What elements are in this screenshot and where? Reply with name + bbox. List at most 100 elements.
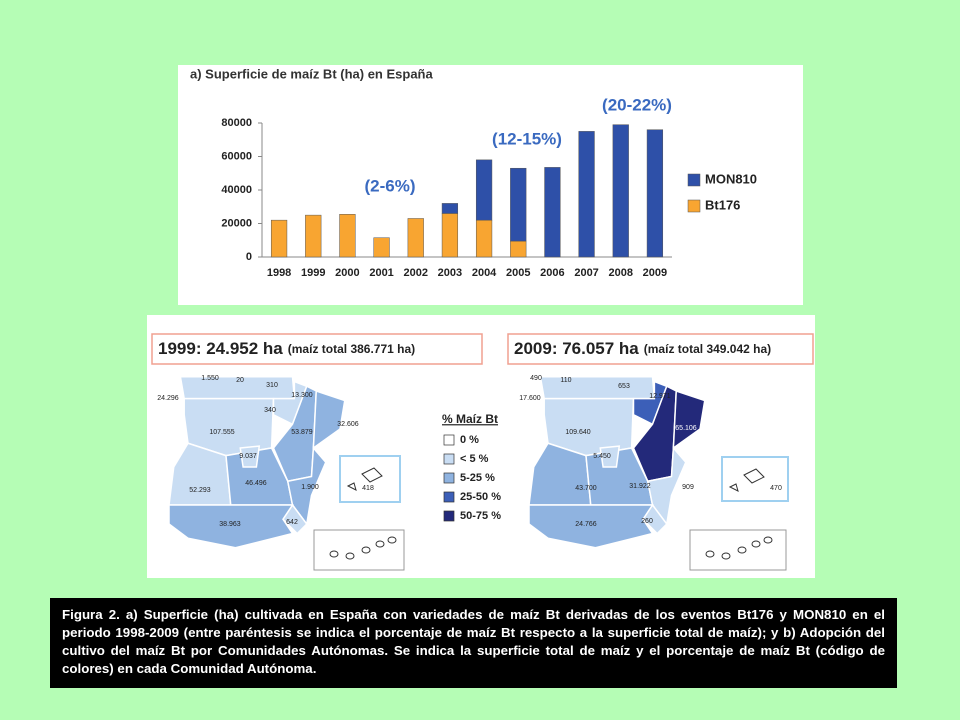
map-region	[672, 389, 706, 450]
region-label: 490	[530, 375, 542, 382]
bar	[305, 214, 322, 258]
map-title: 2009: 76.057 ha (maíz total 349.042 ha)	[514, 339, 771, 358]
y-tick-label: 80000	[221, 117, 252, 129]
island	[361, 546, 371, 554]
maps: 1999: 24.952 ha (maíz total 386.771 ha) 20…	[149, 339, 789, 571]
region-label: 52.293	[189, 487, 211, 494]
map-title-sub: (maíz total 386.771 ha)	[288, 342, 415, 356]
island	[387, 536, 397, 544]
bar	[373, 237, 390, 258]
region-label: 418	[362, 485, 374, 492]
map-region	[528, 504, 654, 549]
region-label: 109.640	[565, 429, 590, 436]
map-legend-swatch	[443, 491, 455, 503]
y-tick-label: 40000	[221, 184, 252, 196]
chart-title: a) Superficie de maíz Bt (ha) en España	[190, 66, 433, 81]
region-label: 24.296	[157, 395, 179, 402]
canarias-inset	[313, 529, 405, 571]
region-label: 33.479	[715, 421, 737, 428]
region-label: 43.700	[575, 485, 597, 492]
region-label: 20	[236, 377, 244, 384]
x-tick-label: 2004	[472, 267, 497, 279]
map-title: 1999: 24.952 ha (maíz total 386.771 ha)	[158, 339, 415, 358]
region-label: 642	[286, 519, 298, 526]
region-label: 310	[266, 382, 278, 389]
x-tick-label: 1998	[267, 267, 291, 279]
bar	[544, 167, 561, 258]
baleares-inset	[339, 455, 401, 503]
map-legend-swatch	[443, 453, 455, 465]
annotation: (12-15%)	[492, 129, 562, 148]
bar	[441, 213, 459, 258]
map-legend-swatch	[443, 510, 455, 522]
x-tick-label: 1999	[301, 267, 325, 279]
map-legend-label: < 5 %	[460, 453, 489, 465]
map-title-main: 2009: 76.057 ha	[514, 339, 639, 358]
region-label: 65.106	[675, 425, 697, 432]
map-title-box	[151, 333, 483, 365]
region-label: 53.879	[291, 429, 313, 436]
island	[361, 467, 383, 483]
bar	[510, 240, 527, 258]
region-label: 46.496	[245, 480, 267, 487]
map-legend-title: % Maíz Bt	[442, 412, 498, 426]
region-label: 1.900	[301, 484, 319, 491]
region-label: 12.971	[649, 393, 671, 400]
region-label: 653	[618, 383, 630, 390]
bar	[475, 219, 493, 258]
island	[743, 468, 765, 484]
region-label: 107.555	[209, 429, 234, 436]
island	[346, 482, 357, 491]
region-label: 5.450	[593, 453, 611, 460]
y-tick-label: 20000	[221, 217, 252, 229]
bar	[339, 214, 356, 258]
bar	[578, 131, 595, 258]
island	[721, 552, 731, 560]
region-label: 38.963	[219, 521, 241, 528]
map-legend-label: 0 %	[460, 434, 479, 446]
x-tick-label: 2006	[540, 267, 564, 279]
map-title-box	[507, 333, 814, 365]
map-region	[599, 445, 621, 468]
legend-swatch	[687, 173, 701, 187]
map-region	[539, 376, 656, 400]
region-label: 9.037	[239, 453, 257, 460]
bar	[646, 129, 664, 258]
map-legend-label: 50-75 %	[460, 510, 501, 522]
x-tick-label: 2008	[609, 267, 633, 279]
region-label: 17.600	[519, 395, 541, 402]
map-region	[312, 389, 346, 450]
region-label: 909	[682, 484, 694, 491]
y-tick-label: 60000	[221, 150, 252, 162]
region-label: 340	[264, 407, 276, 414]
island	[728, 483, 739, 492]
y-tick-label: 0	[246, 251, 252, 263]
x-tick-label: 2003	[438, 267, 462, 279]
region-label: 260	[641, 518, 653, 525]
legend-label: MON810	[705, 171, 757, 186]
annotation: (2-6%)	[364, 176, 415, 195]
map-region	[239, 445, 261, 468]
island	[345, 552, 355, 560]
map-legend-swatch	[443, 434, 455, 446]
x-tick-label: 2002	[404, 267, 428, 279]
bar	[475, 159, 493, 221]
caption: Figura 2. a) Superficie (ha) cultivada e…	[50, 598, 897, 688]
island	[705, 550, 715, 558]
region-label: 1.550	[201, 375, 219, 382]
region-label: 110	[560, 377, 571, 384]
region-label: 24.766	[575, 521, 597, 528]
bar	[441, 203, 459, 214]
island	[329, 550, 339, 558]
bar	[407, 218, 424, 258]
x-tick-label: 2009	[643, 267, 667, 279]
canarias-inset	[689, 529, 787, 571]
x-tick-label: 2005	[506, 267, 530, 279]
annotation: (20-22%)	[602, 95, 672, 114]
island	[737, 546, 747, 554]
map-region	[168, 504, 294, 549]
region-label: 13.300	[291, 392, 313, 399]
x-tick-label: 2007	[574, 267, 598, 279]
